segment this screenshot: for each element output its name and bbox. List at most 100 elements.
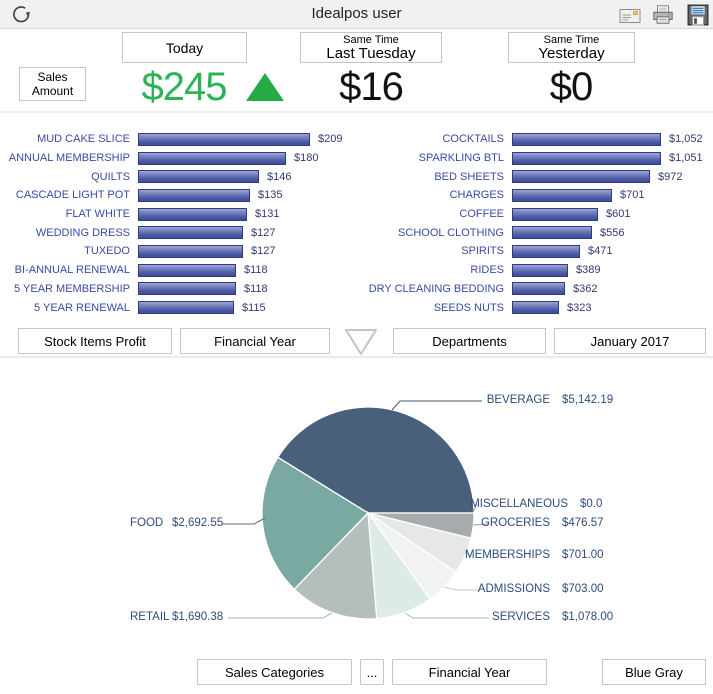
pie-leader-line-food <box>222 517 266 525</box>
bar-category-label: WEDDING DRESS <box>35 226 130 239</box>
bar-row: BED SHEETS $972 <box>357 167 713 186</box>
pie-slice-food[interactable] <box>261 456 370 591</box>
bar-value-label: $127 <box>251 245 276 258</box>
pie-label-miscellaneous: MISCELLANEOUS $0.0 <box>470 498 603 510</box>
departments-bar-chart: COCKTAILS $1,052 SPARKLING BTL $1,051 BED SH… <box>357 130 713 317</box>
bar[interactable] <box>138 188 250 202</box>
period-button-today[interactable]: Today <box>122 32 247 63</box>
bar-row: BI-ANNUAL RENEWAL $118 <box>0 261 356 280</box>
bar-value-label: $118 <box>244 282 268 295</box>
bar-value-label: $701 <box>620 189 645 202</box>
bar[interactable] <box>512 282 565 296</box>
bar[interactable] <box>138 282 236 296</box>
bar-row: QUILTS $146 <box>0 167 356 186</box>
pie-slice-retail[interactable] <box>293 511 378 620</box>
pie-leader-line-beverage <box>391 400 482 411</box>
bar-category-label: COFFEE <box>459 208 504 221</box>
pie-leader-line-retail <box>228 612 333 619</box>
bar-row: SEEDS NUTS $323 <box>357 298 713 317</box>
bar-category-label: SPIRITS <box>461 245 504 258</box>
bar-category-label: COCKTAILS <box>442 133 504 146</box>
bar-row: SPARKLING BTL $1,051 <box>357 149 713 168</box>
bar[interactable] <box>512 132 661 146</box>
bar[interactable] <box>138 207 247 221</box>
bar-value-label: $180 <box>294 152 319 165</box>
bar-category-label: 5 YEAR RENEWAL <box>34 301 130 314</box>
bar[interactable] <box>138 170 259 184</box>
financial-year-bottom-button[interactable]: Financial Year <box>392 659 547 685</box>
bar-value-label: $1,052 <box>669 133 703 146</box>
bar-category-label: SPARKLING BTL <box>418 152 504 165</box>
bar[interactable] <box>138 151 286 165</box>
bar-category-label: TUXEDO <box>84 245 130 258</box>
bar-category-label: ANNUAL MEMBERSHIP <box>8 152 130 165</box>
sales-categories-button[interactable]: Sales Categories <box>197 659 352 685</box>
bar[interactable] <box>138 226 243 240</box>
bar-row: TUXEDO $127 <box>0 242 356 261</box>
bar-row: SCHOOL CLOTHING $556 <box>357 223 713 242</box>
period-button-last-tuesday[interactable]: Same Time Last Tuesday <box>300 32 442 63</box>
bar[interactable] <box>138 244 243 258</box>
print-icon[interactable] <box>652 4 674 26</box>
bar[interactable] <box>512 188 612 202</box>
bar[interactable] <box>138 132 310 146</box>
bar[interactable] <box>512 244 580 258</box>
dropdown-arrow-icon[interactable] <box>344 328 378 356</box>
save-icon[interactable] <box>687 4 709 26</box>
bar[interactable] <box>512 151 661 165</box>
pie-label-beverage: BEVERAGE $5,142.19 <box>486 394 614 406</box>
bar-row: ANNUAL MEMBERSHIP $180 <box>0 149 356 168</box>
palette-blue-gray-button[interactable]: Blue Gray <box>602 659 706 685</box>
titlebar: Idealpos user <box>0 0 713 29</box>
bar-value-label: $471 <box>588 245 613 258</box>
bar-row: COCKTAILS $1,052 <box>357 130 713 149</box>
bar-value-label: $131 <box>255 208 280 221</box>
pie-label-services: SERVICES $1,078.00 <box>492 611 614 623</box>
bar-category-label: CHARGES <box>449 189 504 202</box>
bar-category-label: SEEDS NUTS <box>433 301 504 314</box>
pie-leader-line-miscellaneous <box>472 503 478 513</box>
pie-label-groceries: GROCERIES $476.57 <box>480 517 604 529</box>
bar-value-label: $362 <box>573 282 598 295</box>
email-icon[interactable] <box>619 5 641 27</box>
bar-row: FLAT WHITE $131 <box>0 205 356 224</box>
refresh-icon[interactable] <box>10 3 32 25</box>
bar-row: CASCADE LIGHT POT $135 <box>0 186 356 205</box>
pie-leader-line-groceries <box>472 523 489 526</box>
trend-up-icon <box>246 73 284 101</box>
departments-button[interactable]: Departments <box>393 328 546 354</box>
bar[interactable] <box>138 301 234 315</box>
stock-items-profit-button[interactable]: Stock Items Profit <box>18 328 172 354</box>
yesterday-sales-value: $0 <box>549 65 594 109</box>
bar[interactable] <box>512 170 650 184</box>
today-sales-value: $245 <box>141 65 228 109</box>
pie-label-retail: RETAIL $1,690.38 <box>130 611 224 623</box>
bar-value-label: $556 <box>600 226 625 239</box>
period-button-yesterday[interactable]: Same Time Yesterday <box>508 32 635 63</box>
bar[interactable] <box>512 263 568 277</box>
bar-value-label: $135 <box>258 189 283 202</box>
pie-label-memberships: MEMBERSHIPS $701.00 <box>465 549 604 561</box>
sales-amount-button[interactable]: Sales Amount <box>19 67 86 101</box>
financial-year-button[interactable]: Financial Year <box>180 328 330 354</box>
bar-value-label: $972 <box>658 170 683 183</box>
pie-label-food: FOOD $2,692.55 <box>130 517 224 529</box>
bar-value-label: $209 <box>318 133 343 146</box>
bar-value-label: $115 <box>242 301 266 314</box>
ellipsis-button[interactable]: ... <box>360 659 384 685</box>
bar[interactable] <box>512 301 559 315</box>
bar-category-label: BI-ANNUAL RENEWAL <box>14 264 130 277</box>
bar-category-label: SCHOOL CLOTHING <box>398 226 504 239</box>
bar[interactable] <box>512 226 592 240</box>
bar-category-label: CASCADE LIGHT POT <box>15 189 130 202</box>
pie-label-admissions: ADMISSIONS $703.00 <box>477 583 604 595</box>
bar-category-label: RIDES <box>470 264 504 277</box>
bar-category-label: BED SHEETS <box>434 170 504 183</box>
bar-category-label: MUD CAKE SLICE <box>37 133 130 146</box>
bar[interactable] <box>138 263 236 277</box>
january-2017-button[interactable]: January 2017 <box>554 328 706 354</box>
bar-category-label: QUILTS <box>91 170 130 183</box>
pie-slice-beverage[interactable] <box>276 406 475 514</box>
bar[interactable] <box>512 207 598 221</box>
